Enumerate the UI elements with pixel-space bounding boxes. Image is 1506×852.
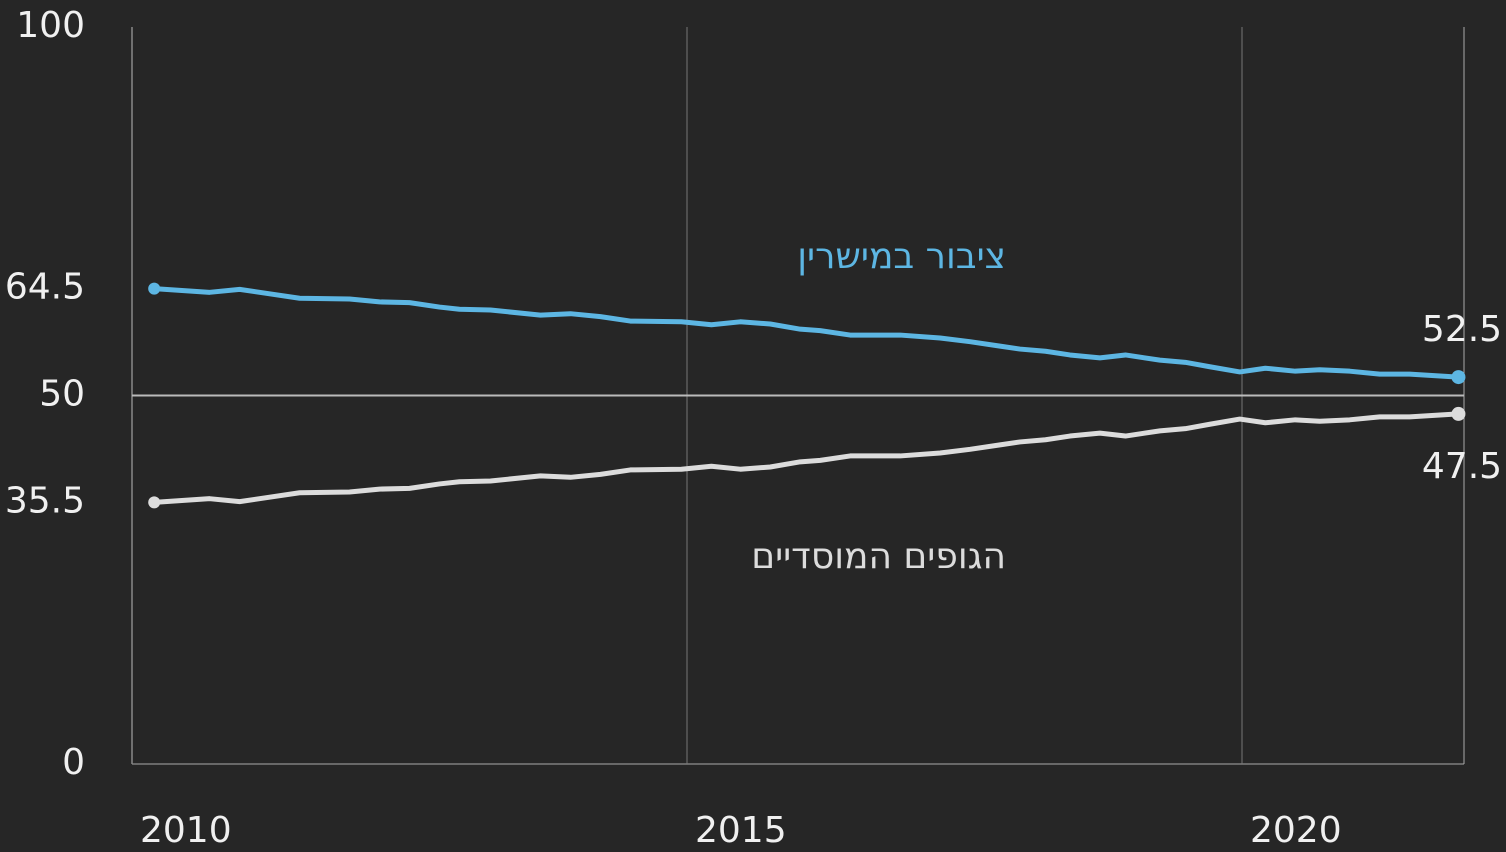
start-dot [148, 282, 161, 295]
end-dot [1451, 370, 1466, 385]
end-dot [1451, 406, 1466, 421]
y-tick-label: 100 [16, 5, 85, 46]
y-tick-label: 64.5 [5, 267, 85, 308]
end-value-label: 47.5 [1422, 446, 1502, 487]
series-line [151, 411, 1461, 505]
x-tick-label: 2020 [1250, 810, 1342, 851]
start-dot [148, 496, 161, 509]
series-line [151, 286, 1461, 380]
series-label: ציבור במישרין [797, 236, 1006, 277]
y-tick-label: 0 [62, 742, 85, 783]
y-tick-label: 35.5 [5, 480, 85, 521]
end-value-label: 52.5 [1422, 309, 1502, 350]
y-tick-label: 50 [39, 374, 85, 415]
x-tick-label: 2015 [695, 810, 787, 851]
x-tick-label: 2010 [140, 810, 232, 851]
series-label: הגופים המוסדיים [751, 536, 1006, 577]
